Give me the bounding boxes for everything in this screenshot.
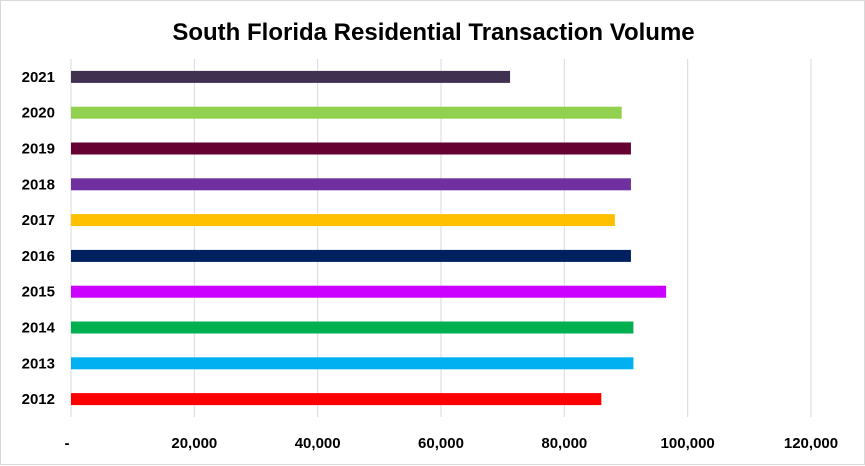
bar <box>71 214 615 227</box>
y-tick-label: 2018 <box>22 176 55 193</box>
bar <box>71 142 631 155</box>
y-tick-label: 2017 <box>22 212 55 229</box>
y-tick-label: 2016 <box>22 248 55 265</box>
x-tick-label: 20,000 <box>171 435 217 452</box>
x-tick-label: 120,000 <box>784 435 838 452</box>
bar <box>71 285 667 298</box>
bar <box>71 106 622 119</box>
chart-title: South Florida Residential Transaction Vo… <box>172 19 695 46</box>
bar <box>71 249 631 262</box>
y-tick-label: 2012 <box>22 391 55 408</box>
x-tick-label: - <box>65 435 70 452</box>
y-tick-label: 2015 <box>22 284 55 301</box>
y-tick-label: 2014 <box>22 320 56 337</box>
bar <box>71 70 511 83</box>
bar <box>71 321 634 334</box>
x-tick-label: 40,000 <box>295 435 341 452</box>
y-tick-label: 2019 <box>22 141 55 158</box>
x-tick-label: 60,000 <box>418 435 464 452</box>
y-tick-label: 2021 <box>22 69 55 86</box>
bar <box>71 357 634 370</box>
bar <box>71 393 602 406</box>
y-tick-label: 2020 <box>22 105 55 122</box>
bar <box>71 178 631 191</box>
x-tick-label: 100,000 <box>661 435 715 452</box>
x-tick-label: 80,000 <box>541 435 587 452</box>
y-tick-label: 2013 <box>22 355 55 372</box>
